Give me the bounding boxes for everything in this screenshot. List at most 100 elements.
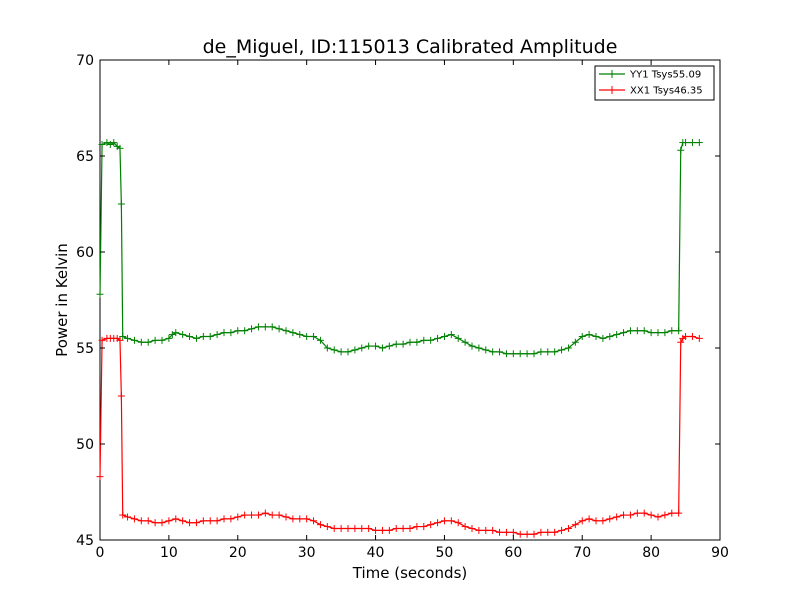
data-point	[248, 325, 256, 333]
data-point	[489, 526, 497, 534]
data-point	[578, 332, 586, 340]
data-point	[475, 526, 483, 534]
data-point	[482, 526, 490, 534]
data-point	[647, 511, 655, 519]
data-point	[206, 332, 214, 340]
data-point	[640, 509, 648, 517]
data-point	[523, 530, 531, 538]
data-point	[254, 511, 262, 519]
data-point	[668, 327, 676, 335]
data-point	[385, 526, 393, 534]
legend-box	[594, 65, 715, 101]
data-point	[640, 327, 648, 335]
data-point	[633, 327, 641, 335]
data-point	[130, 336, 138, 344]
legend: YY1 Tsys55.09 XX1 Tsys46.35	[594, 65, 715, 101]
data-point	[599, 517, 607, 525]
legend-label: YY1 Tsys55.09	[629, 70, 701, 81]
data-point	[282, 513, 290, 521]
data-point	[571, 521, 579, 529]
x-tick-label: 40	[367, 545, 385, 561]
data-point	[241, 511, 249, 519]
data-point	[179, 331, 187, 339]
data-point	[661, 329, 669, 337]
y-axis-title: Power in Kelvin	[53, 243, 71, 357]
data-point	[606, 332, 614, 340]
x-tick-label: 10	[160, 545, 178, 561]
x-tick-label: 80	[642, 545, 660, 561]
data-point	[330, 346, 338, 354]
data-point	[186, 519, 194, 527]
data-point	[137, 338, 145, 346]
data-point	[677, 338, 685, 346]
data-point	[585, 515, 593, 523]
data-point	[620, 329, 628, 337]
data-point	[378, 344, 386, 352]
data-point	[420, 523, 428, 531]
data-point	[661, 511, 669, 519]
data-point	[220, 329, 228, 337]
data-point	[544, 348, 552, 356]
data-point	[626, 511, 634, 519]
data-point	[613, 513, 621, 521]
x-axis-title: Time (seconds)	[352, 564, 468, 582]
data-point	[96, 290, 104, 298]
data-point	[668, 509, 676, 517]
data-point	[516, 530, 524, 538]
data-point	[234, 327, 242, 335]
data-point	[496, 348, 504, 356]
data-point	[248, 511, 256, 519]
data-point	[440, 332, 448, 340]
data-point	[688, 139, 696, 147]
data-point	[399, 340, 407, 348]
data-point	[551, 348, 559, 356]
data-point	[695, 334, 703, 342]
data-point	[151, 336, 159, 344]
x-tick-label: 20	[229, 545, 247, 561]
data-point	[434, 519, 442, 527]
x-tick-label: 0	[96, 545, 105, 561]
data-point	[489, 348, 497, 356]
data-point	[323, 344, 331, 352]
x-tick-label: 70	[573, 545, 591, 561]
data-point	[275, 325, 283, 333]
data-point	[254, 323, 262, 331]
data-point	[116, 144, 124, 152]
data-point	[682, 332, 690, 340]
data-point	[406, 524, 414, 532]
data-point	[234, 513, 242, 521]
data-point	[124, 513, 132, 521]
y-tick-label: 45	[76, 533, 94, 549]
data-point	[124, 334, 132, 342]
y-tick-label: 70	[76, 53, 94, 69]
data-point	[227, 515, 235, 523]
data-point	[454, 519, 462, 527]
x-tick-label: 90	[711, 545, 729, 561]
data-point	[261, 323, 269, 331]
data-point	[626, 327, 634, 335]
data-point	[220, 515, 228, 523]
data-point	[144, 338, 152, 346]
data-point	[468, 524, 476, 532]
data-point	[98, 336, 106, 344]
data-point	[537, 348, 545, 356]
data-point	[647, 329, 655, 337]
data-point	[385, 342, 393, 350]
data-point	[427, 336, 435, 344]
chart-title: de_Miguel, ID:115013 Calibrated Amplitud…	[203, 36, 618, 58]
data-point	[165, 517, 173, 525]
data-point	[461, 523, 469, 531]
data-point	[158, 336, 166, 344]
data-point	[633, 509, 641, 517]
x-tick-label: 50	[436, 545, 454, 561]
data-point	[351, 346, 359, 354]
data-point	[475, 344, 483, 352]
data-point	[537, 528, 545, 536]
data-point	[337, 524, 345, 532]
data-point	[275, 511, 283, 519]
series-1	[96, 332, 703, 538]
data-point	[186, 332, 194, 340]
y-tick-label: 60	[76, 245, 94, 261]
data-point	[310, 332, 318, 340]
legend-entries: YY1 Tsys55.09 XX1 Tsys46.35	[599, 70, 703, 97]
